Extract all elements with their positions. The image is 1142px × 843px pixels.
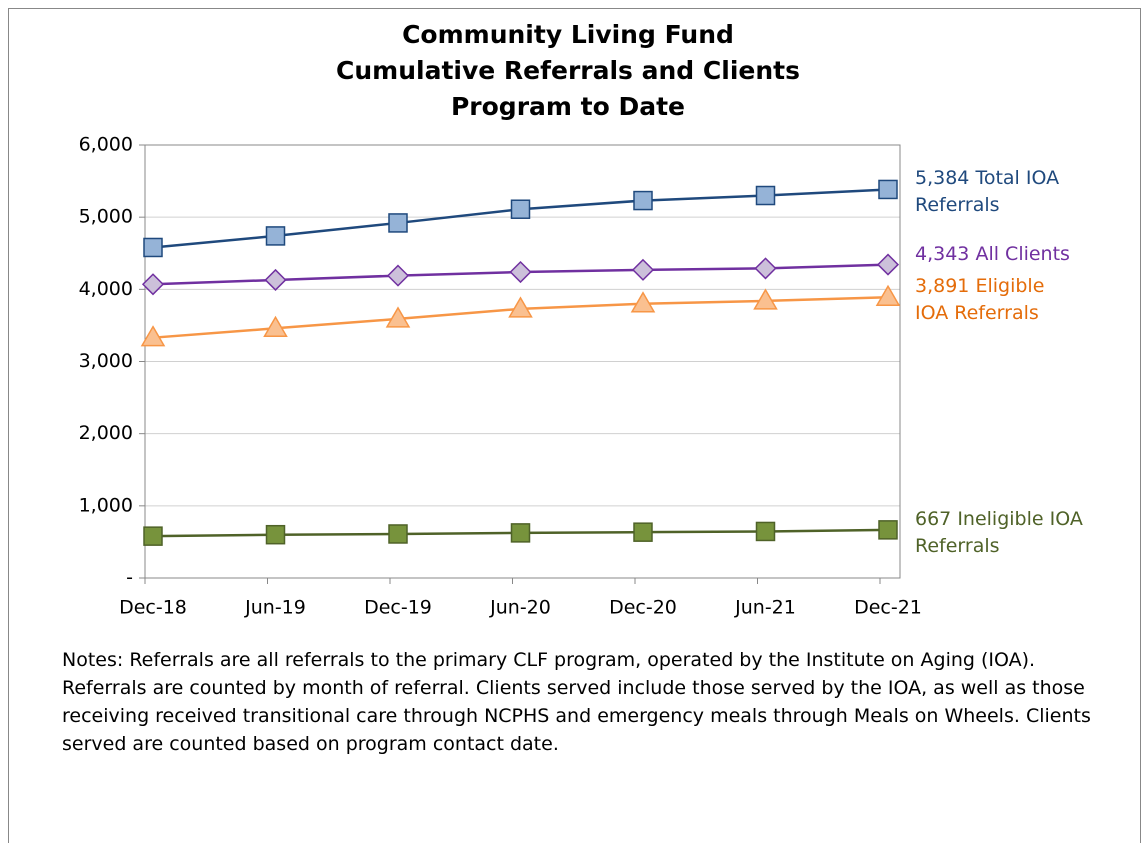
chart-title: Cumulative Referrals and Clients bbox=[336, 56, 800, 85]
y-tick-label: 2,000 bbox=[79, 422, 133, 444]
marker bbox=[264, 268, 287, 292]
plot-area bbox=[144, 144, 901, 579]
y-tick-label: 1,000 bbox=[79, 494, 133, 516]
marker bbox=[509, 260, 532, 284]
marker bbox=[633, 522, 653, 542]
marker bbox=[508, 296, 533, 318]
legend-entry: Ineligible IOA Referrals bbox=[915, 507, 1083, 557]
marker bbox=[385, 306, 411, 328]
marker bbox=[388, 213, 408, 233]
x-tick-label: Jun-21 bbox=[734, 597, 796, 619]
y-tick-label: 5,000 bbox=[79, 206, 133, 228]
marker bbox=[631, 258, 655, 281]
marker bbox=[630, 291, 656, 313]
x-tick-label: Dec-19 bbox=[364, 597, 432, 619]
value-label: 4,343 bbox=[915, 242, 970, 265]
legend-entry: Eligible IOA Referrals bbox=[915, 275, 1045, 325]
marker bbox=[140, 325, 166, 347]
x-tick-label: Jun-20 bbox=[489, 597, 551, 619]
value-label: 5,384 bbox=[915, 167, 970, 190]
marker bbox=[265, 524, 286, 545]
marker bbox=[143, 237, 163, 258]
marker bbox=[878, 520, 898, 540]
marker bbox=[265, 226, 286, 246]
marker bbox=[141, 273, 165, 296]
y-tick-label: 6,000 bbox=[79, 134, 133, 156]
x-tick-label: Dec-21 bbox=[854, 597, 922, 619]
chart-title: Community Living Fund bbox=[402, 20, 734, 49]
marker bbox=[388, 524, 408, 544]
marker bbox=[878, 179, 898, 200]
y-tick-label: 4,000 bbox=[79, 278, 133, 300]
marker bbox=[754, 257, 777, 280]
marker bbox=[386, 264, 410, 287]
marker bbox=[875, 284, 901, 306]
x-tick-label: Jun-19 bbox=[244, 597, 306, 619]
notes: Notes: Referrals are all referrals to th… bbox=[62, 649, 1091, 755]
marker bbox=[263, 315, 288, 338]
marker bbox=[510, 199, 531, 219]
legend-entry: All Clients bbox=[975, 242, 1070, 265]
marker bbox=[753, 288, 778, 310]
value-label: 3,891 bbox=[915, 275, 970, 298]
frame bbox=[8, 8, 1141, 843]
series-label: 5,384 Total IOA Referrals bbox=[915, 165, 1105, 219]
series-label: 667 Ineligible IOA Referrals bbox=[915, 506, 1115, 560]
y-tick-label: - bbox=[126, 567, 133, 589]
marker bbox=[510, 523, 531, 543]
chart-title: Program to Date bbox=[451, 92, 685, 121]
marker bbox=[755, 185, 776, 206]
value-label: 667 bbox=[915, 507, 952, 530]
legend-entry: Total IOA Referrals bbox=[915, 167, 1060, 217]
marker bbox=[755, 521, 776, 542]
marker bbox=[633, 190, 653, 211]
series-label: 4,343 All Clients bbox=[915, 241, 1142, 268]
marker bbox=[876, 253, 900, 276]
x-tick-label: Dec-18 bbox=[119, 597, 187, 619]
series-label: 3,891 Eligible IOA Referrals bbox=[915, 273, 1065, 327]
x-tick-label: Dec-20 bbox=[609, 597, 677, 619]
marker bbox=[143, 526, 163, 546]
y-tick-label: 3,000 bbox=[79, 350, 133, 372]
